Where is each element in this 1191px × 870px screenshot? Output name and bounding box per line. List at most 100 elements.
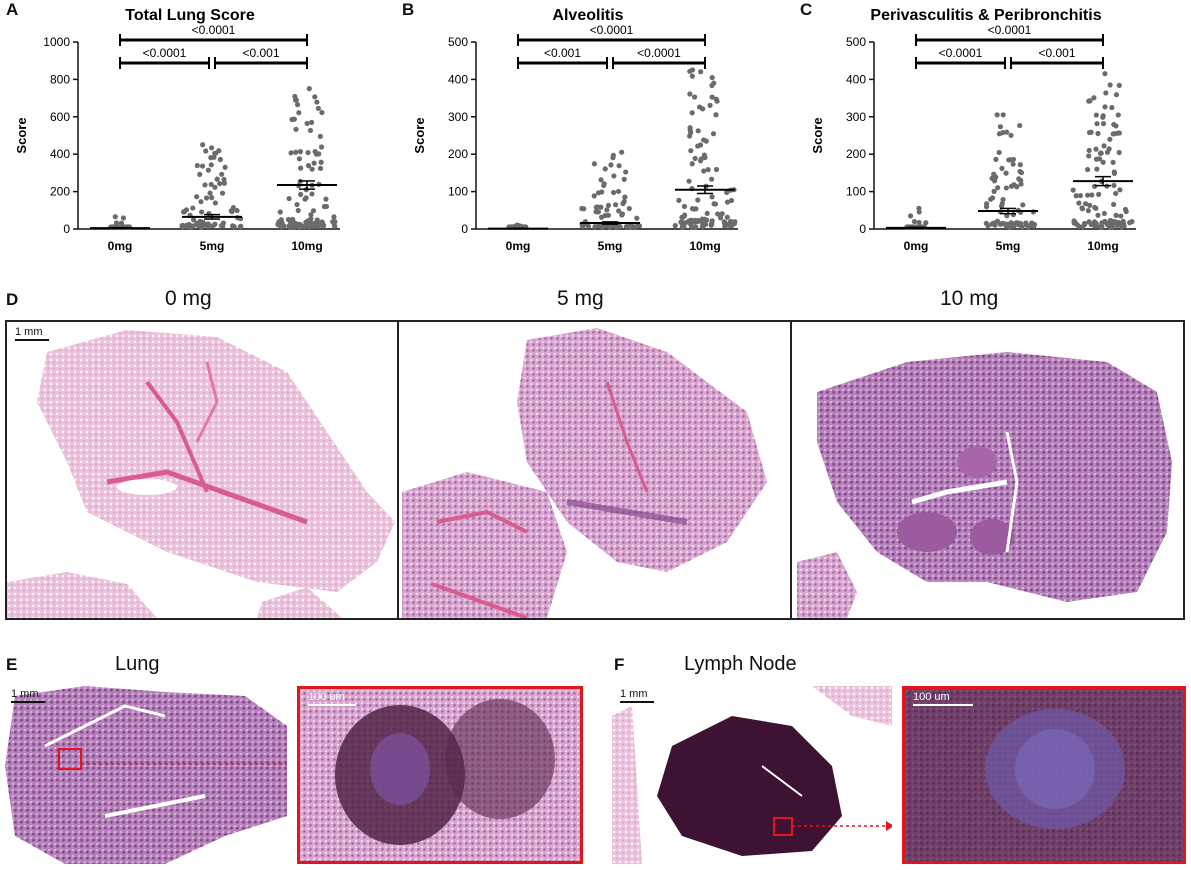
data-point: [992, 175, 998, 181]
data-point: [1098, 150, 1104, 156]
data-point: [983, 204, 990, 210]
data-point: [719, 211, 725, 217]
tissue-0mg: [7, 330, 395, 618]
data-point: [294, 201, 300, 208]
data-point: [621, 176, 627, 182]
data-point: [179, 223, 185, 229]
data-point: [214, 176, 220, 182]
data-point: [1010, 161, 1016, 167]
data-point: [296, 110, 302, 116]
data-point: [612, 224, 618, 230]
data-point: [1028, 222, 1034, 228]
data-point: [120, 215, 127, 221]
data-point: [1111, 169, 1117, 175]
data-point: [619, 211, 626, 217]
data-point: [190, 205, 196, 211]
data-point: [1086, 219, 1092, 225]
data-point: [701, 168, 707, 174]
data-point: [689, 73, 695, 79]
data-point: [1093, 223, 1099, 229]
data-point: [287, 222, 293, 228]
data-point: [709, 82, 715, 89]
data-point: [687, 133, 693, 139]
data-point: [1020, 202, 1026, 208]
panel-e-title: Lung: [115, 653, 160, 675]
lymph-node-zoom-image: 100 um: [902, 686, 1186, 864]
data-point: [1007, 223, 1013, 229]
y-tick-label: 200: [448, 147, 468, 161]
y-tick-label: 100: [846, 185, 866, 199]
scale-bar-label: 1 mm: [11, 688, 39, 700]
data-point: [711, 201, 717, 207]
data-point: [1008, 183, 1015, 189]
data-point: [303, 195, 309, 201]
data-point: [194, 194, 200, 200]
data-point: [315, 223, 321, 230]
data-point: [616, 208, 622, 214]
data-point: [598, 177, 604, 183]
data-point: [1018, 181, 1024, 187]
data-point: [1023, 222, 1029, 228]
x-tick-label: 0mg: [904, 239, 929, 253]
data-point: [203, 195, 210, 201]
x-tick-label: 10mg: [291, 239, 322, 253]
data-point: [613, 202, 619, 208]
data-point: [617, 224, 623, 230]
data-point: [1099, 224, 1105, 230]
data-point: [686, 218, 692, 224]
data-point: [293, 126, 299, 132]
p-value-label: <0.0001: [192, 23, 236, 37]
p-value-label: <0.0001: [939, 46, 983, 60]
data-point: [1120, 218, 1126, 224]
divider: [397, 322, 399, 618]
chart-total-lung-score: Total Lung Score 0 200 400 600 800 1000 Score 0m…: [0, 0, 395, 267]
data-point: [199, 209, 205, 215]
data-point: [1100, 121, 1107, 127]
data-point: [1099, 220, 1105, 226]
data-point: [220, 223, 226, 229]
data-point: [203, 148, 209, 154]
data-point: [297, 191, 304, 198]
zoom-scale-bar: 100 um: [308, 691, 356, 706]
data-point: [229, 209, 235, 215]
data-point: [312, 149, 318, 155]
data-point: [1094, 166, 1100, 172]
data-point: [1092, 204, 1098, 211]
data-point: [1109, 104, 1115, 111]
x-tick-label: 5mg: [200, 239, 225, 253]
data-point: [288, 150, 294, 156]
data-point: [277, 209, 283, 215]
data-point: [1108, 221, 1114, 227]
y-tick-label: 400: [846, 72, 866, 86]
data-point: [318, 144, 325, 150]
data-point: [689, 161, 695, 167]
data-point: [608, 162, 614, 168]
data-point: [724, 214, 730, 220]
p-value-label: <0.0001: [143, 46, 187, 60]
data-point: [696, 104, 703, 110]
data-point: [692, 155, 698, 162]
scale-bar-label: 100 um: [913, 691, 950, 703]
data-point: [1111, 121, 1117, 128]
scale-bar-label: 1 mm: [15, 326, 43, 338]
scale-bar-1mm: 1 mm: [620, 688, 654, 703]
data-point: [113, 220, 120, 226]
data-point: [1086, 147, 1092, 154]
data-point: [717, 215, 724, 221]
y-axis-label: Score: [412, 117, 427, 153]
data-point: [611, 189, 617, 196]
data-point: [295, 207, 301, 214]
data-point: [1116, 82, 1122, 88]
y-tick-label: 600: [50, 110, 70, 124]
data-point: [687, 91, 693, 97]
data-point: [230, 204, 236, 211]
data-point: [212, 150, 219, 156]
data-point: [700, 223, 706, 230]
data-point: [672, 223, 678, 229]
tissue-10mg: [797, 352, 1172, 618]
p-value-label: <0.001: [544, 46, 581, 60]
x-tick-label: 10mg: [689, 239, 720, 253]
lung-zoom-svg: [300, 689, 580, 861]
data-point: [296, 156, 303, 162]
data-point: [593, 204, 599, 210]
